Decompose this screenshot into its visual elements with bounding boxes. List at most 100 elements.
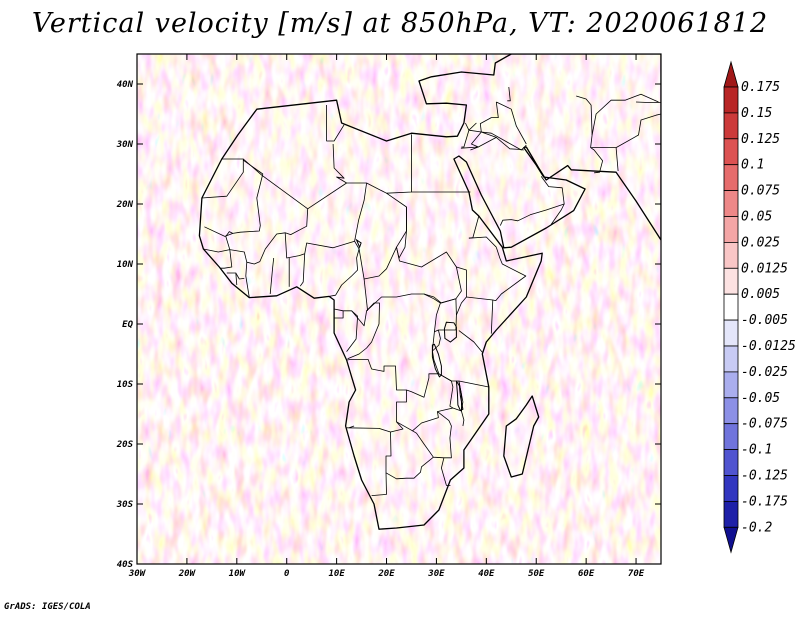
- colorbar-segment: [723, 164, 739, 191]
- colorbar-segment: [723, 241, 739, 269]
- lake-outline-2: [455, 380, 464, 412]
- country-border-51: [499, 176, 565, 226]
- coastline-layer: [198, 54, 661, 530]
- country-border-46: [460, 122, 482, 149]
- map-frame: [136, 53, 662, 565]
- country-border-22: [346, 310, 359, 352]
- land-fill-0: [199, 54, 661, 530]
- country-border-40: [437, 411, 452, 486]
- colorbar-label: 0.05: [741, 210, 772, 225]
- colorbar-label: 0.125: [741, 132, 780, 147]
- colorbar-label: -0.175: [741, 494, 788, 509]
- x-tick-label: 20W: [178, 569, 197, 579]
- country-border-58: [635, 101, 661, 103]
- country-border-7: [299, 253, 306, 287]
- colorbar-segment: [723, 397, 739, 425]
- country-border-36: [396, 407, 453, 432]
- x-tick-label: 0: [284, 569, 290, 579]
- colorbar-segment: [723, 190, 739, 217]
- colorbar-label: -0.125: [741, 469, 788, 484]
- colorbar-label: 0.0125: [741, 261, 788, 276]
- country-border-0: [201, 158, 244, 199]
- country-border-34: [495, 247, 501, 259]
- x-tick-label: 50E: [528, 569, 545, 579]
- country-border-42: [371, 431, 392, 496]
- colorbar-label: -0.075: [741, 417, 788, 432]
- country-border-49: [481, 131, 524, 151]
- x-tick-label: 30E: [427, 569, 445, 579]
- country-border-43: [385, 456, 434, 480]
- colorbar-label: -0.005: [741, 313, 788, 328]
- y-tick-label: EQ: [122, 320, 133, 330]
- x-tick-label: 40E: [478, 569, 495, 579]
- colorbar-tip-bottom: [723, 526, 739, 554]
- colorbar-segment: [723, 423, 739, 451]
- country-border-9: [225, 159, 309, 265]
- y-tick-label: 40S: [117, 560, 134, 570]
- country-border-6: [354, 182, 407, 280]
- map-title: Vertical velocity [m/s] at 850hPa, VT: 2…: [31, 8, 769, 39]
- country-border-38: [438, 373, 489, 388]
- field-layer: [137, 54, 661, 564]
- y-axis: 40N 30N 20N 10N EQ 10S 20S 30S 40S: [116, 80, 661, 570]
- y-tick-label: 20S: [116, 440, 134, 450]
- colorbar: 0.175 0.15 0.125 0.1 0.075 0.05 0.025 0.0125 0.0…: [723, 60, 796, 554]
- colorbar-segment: [723, 319, 739, 347]
- y-tick-label: 20N: [116, 200, 134, 210]
- country-border-2: [332, 143, 347, 184]
- country-border-52: [550, 203, 565, 225]
- colorbar-segment: [723, 267, 739, 295]
- colorbar-label: 0.15: [741, 106, 772, 121]
- colorbar-segment: [723, 216, 739, 243]
- border-layer: [201, 86, 661, 496]
- lake-layer: [355, 238, 464, 412]
- lake-outline-1: [431, 343, 442, 378]
- x-tick-label: 70E: [628, 569, 645, 579]
- grads-credit: GrADS: IGES/COLA: [4, 602, 91, 612]
- colorbar-segment: [723, 138, 739, 166]
- country-border-44: [348, 425, 355, 429]
- colorbar-segment: [723, 449, 739, 476]
- coastline-1: [503, 395, 540, 478]
- x-tick-label: 10E: [328, 569, 345, 579]
- colorbar-label: -0.2: [741, 520, 772, 535]
- y-tick-label: 10S: [117, 380, 134, 390]
- country-border-15: [204, 226, 233, 237]
- country-border-3: [326, 105, 345, 142]
- country-border-20: [363, 278, 368, 311]
- colorbar-segment: [723, 112, 739, 140]
- country-border-19: [329, 248, 360, 297]
- colorbar-label: -0.025: [741, 365, 788, 380]
- country-border-18: [220, 249, 233, 269]
- colorbar-label: -0.0125: [741, 339, 796, 354]
- colorbar-segment: [723, 293, 739, 321]
- country-border-28: [458, 330, 483, 353]
- colorbar-segment: [723, 86, 739, 114]
- country-border-23: [347, 302, 380, 360]
- lake-outline-0: [443, 321, 457, 343]
- country-border-45: [461, 122, 470, 148]
- country-border-17: [235, 272, 245, 280]
- colorbar-label: 0.075: [741, 184, 780, 199]
- y-tick-label: 40N: [117, 80, 134, 90]
- colorbar-label: 0.175: [741, 80, 780, 95]
- x-tick-label: 60E: [578, 569, 595, 579]
- colorbar-segment: [723, 345, 739, 373]
- country-border-48: [496, 101, 527, 145]
- country-border-13: [245, 262, 250, 298]
- colorbar-label: 0.025: [741, 235, 780, 250]
- land-fill-1: [503, 396, 539, 477]
- y-tick-label: 30N: [116, 140, 134, 150]
- country-border-25: [440, 298, 457, 331]
- x-axis: 30W 20W 10W 0 10E 20E 30E 40E 50E 60E 70E: [128, 54, 645, 579]
- country-border-30: [456, 266, 467, 297]
- country-border-8: [304, 240, 355, 254]
- country-border-55: [591, 93, 659, 136]
- country-border-14: [203, 248, 230, 253]
- colorbar-label: -0.05: [741, 391, 780, 406]
- colorbar-label: 0.005: [741, 287, 780, 302]
- country-border-35: [346, 358, 407, 433]
- country-border-39: [458, 380, 465, 427]
- y-tick-label: 30S: [116, 500, 134, 510]
